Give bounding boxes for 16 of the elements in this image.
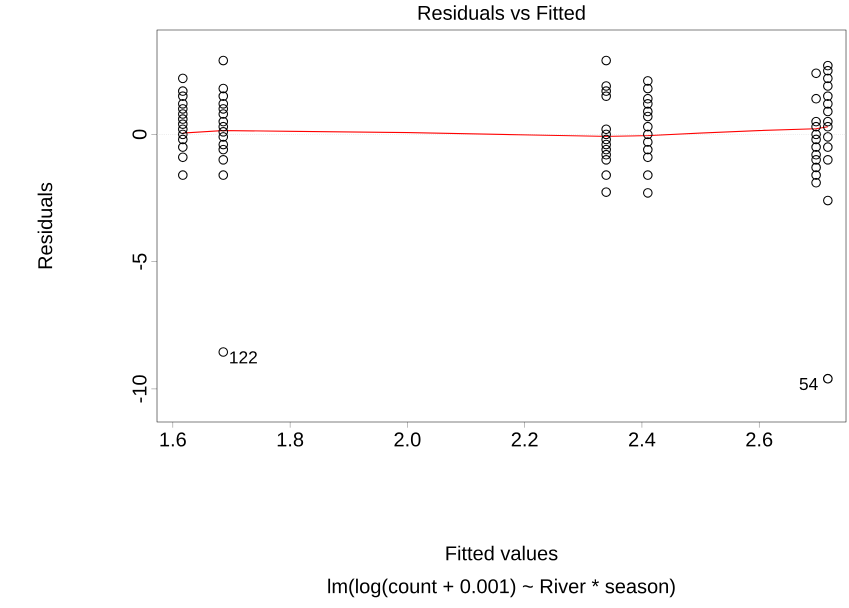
y-axis-title: Residuals (38, 182, 52, 268)
annotation: 54 (800, 378, 818, 390)
y-tick-label: -5 (132, 254, 147, 270)
x-tick-label: 2.0 (394, 432, 420, 447)
text: lm(log(count + 0.001) ~ River * season) (328, 578, 675, 598)
x-axis-title: Fitted values (446, 546, 558, 560)
x-tick-label: 1.8 (278, 432, 304, 447)
x-tick-label: 1.6 (160, 432, 186, 447)
annotation: 122 (230, 351, 257, 364)
x-tick-label: 2.4 (629, 432, 656, 446)
x-tick-label: 2.6 (746, 432, 772, 447)
x-tick-label: 2.2 (512, 432, 538, 446)
y-tick-label: 0 (132, 130, 147, 140)
y-tick-label: -10 (132, 375, 147, 402)
line-series (182, 126, 828, 137)
chart-title: Residuals vs Fitted (418, 5, 585, 20)
